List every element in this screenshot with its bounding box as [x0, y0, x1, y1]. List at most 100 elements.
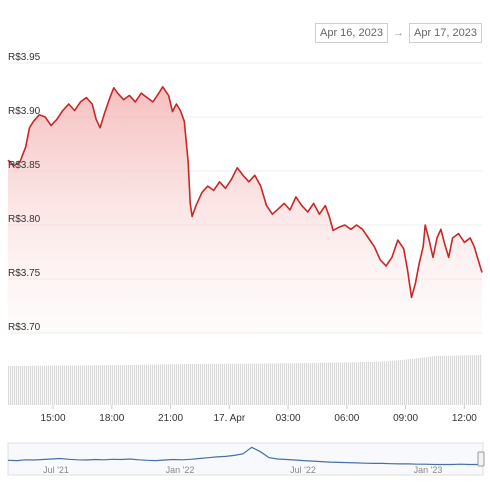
volume-bar	[162, 364, 164, 405]
navigator[interactable]: Jul '21 Jan '22 Jul '22 Jan '23	[7, 442, 485, 476]
volume-bar	[288, 363, 290, 405]
volume-bar	[178, 364, 180, 405]
volume-bar	[92, 365, 94, 405]
volume-bar	[108, 365, 110, 405]
volume-bar	[358, 362, 360, 405]
volume-bar	[348, 362, 350, 405]
y-tick-label: R$3.80	[8, 214, 41, 225]
volume-bar	[254, 363, 256, 405]
volume-bar	[296, 363, 298, 405]
volume-bar	[380, 361, 382, 405]
volume-bar	[426, 357, 428, 405]
y-tick-label: R$3.75	[8, 268, 41, 279]
volume-bar	[242, 363, 244, 405]
volume-bar	[330, 362, 332, 405]
volume-bar	[114, 365, 116, 405]
volume-bar	[68, 365, 70, 405]
volume-bar	[138, 364, 140, 405]
volume-bar	[340, 362, 342, 405]
volume-bar	[470, 355, 472, 405]
x-tick-label: 12:00	[452, 413, 477, 424]
volume-bar	[410, 359, 412, 405]
volume-bar	[416, 358, 418, 405]
volume-bar	[86, 365, 88, 405]
volume-bar	[156, 364, 158, 405]
volume-bar	[408, 359, 410, 405]
volume-bar	[118, 365, 120, 405]
volume-bar	[192, 363, 194, 405]
volume-bar	[344, 362, 346, 405]
x-tick-label: 06:00	[334, 413, 359, 424]
volume-bar	[392, 360, 394, 405]
volume-bar	[464, 355, 466, 405]
navigator-handle[interactable]	[477, 451, 485, 467]
volume-bar	[102, 365, 104, 405]
volume-bar	[278, 363, 280, 405]
volume-bar	[34, 365, 36, 405]
volume-bar	[54, 365, 56, 405]
volume-bar	[144, 364, 146, 405]
volume-bar	[406, 359, 408, 405]
volume-bar	[112, 365, 114, 405]
volume-bar	[50, 365, 52, 405]
volume-bar	[94, 365, 96, 405]
volume-bar	[174, 364, 176, 405]
volume-bar	[40, 365, 42, 405]
volume-bar	[352, 362, 354, 405]
volume-bar	[246, 363, 248, 405]
volume-bar	[22, 365, 24, 405]
navigator-tick-label: Jan '22	[166, 465, 195, 475]
volume-bar	[276, 363, 278, 405]
volume-bar	[164, 364, 166, 405]
volume-bar	[196, 363, 198, 405]
volume-bar	[200, 363, 202, 405]
volume-bar	[176, 364, 178, 405]
volume-bar	[228, 363, 230, 405]
volume-bar	[356, 362, 358, 405]
volume-bar	[308, 362, 310, 405]
volume-bar	[106, 365, 108, 405]
volume-bar	[324, 362, 326, 405]
volume-bar	[188, 364, 190, 405]
volume-bar	[184, 364, 186, 405]
volume-bar	[260, 363, 262, 405]
volume-bar	[152, 364, 154, 405]
volume-bar	[480, 355, 482, 405]
volume-bar	[90, 365, 92, 405]
volume-bar	[322, 362, 324, 405]
x-tick-label: 21:00	[158, 413, 183, 424]
volume-bar	[342, 362, 344, 405]
volume-bar	[168, 364, 170, 405]
volume-bar	[316, 362, 318, 405]
volume-bar	[122, 365, 124, 405]
volume-bar	[158, 364, 160, 405]
y-axis-labels: R$3.95 R$3.90 R$3.85 R$3.80 R$3.75 R$3.70	[8, 52, 41, 333]
volume-bar	[206, 363, 208, 405]
volume-bar	[318, 362, 320, 405]
x-tick-label: 09:00	[393, 413, 418, 424]
volume-bar	[404, 359, 406, 405]
volume-bar	[72, 365, 74, 405]
volume-bar	[96, 365, 98, 405]
volume-bar	[290, 363, 292, 405]
date-from-input[interactable]: Apr 16, 2023	[315, 23, 388, 43]
volume-bar	[190, 364, 192, 405]
volume-bars	[8, 355, 482, 405]
volume-bar	[214, 363, 216, 405]
volume-bar	[388, 361, 390, 405]
y-tick-label: R$3.95	[8, 52, 41, 63]
volume-bar	[384, 361, 386, 405]
volume-bar	[258, 363, 260, 405]
volume-bar	[74, 365, 76, 405]
volume-bar	[382, 361, 384, 405]
date-to-input[interactable]: Apr 17, 2023	[409, 23, 482, 43]
volume-bar	[266, 363, 268, 405]
volume-bar	[130, 365, 132, 405]
volume-bar	[462, 355, 464, 405]
volume-bar	[204, 363, 206, 405]
volume-bar	[52, 365, 54, 405]
volume-bar	[38, 365, 40, 405]
volume-bar	[282, 363, 284, 405]
volume-bar	[172, 364, 174, 405]
